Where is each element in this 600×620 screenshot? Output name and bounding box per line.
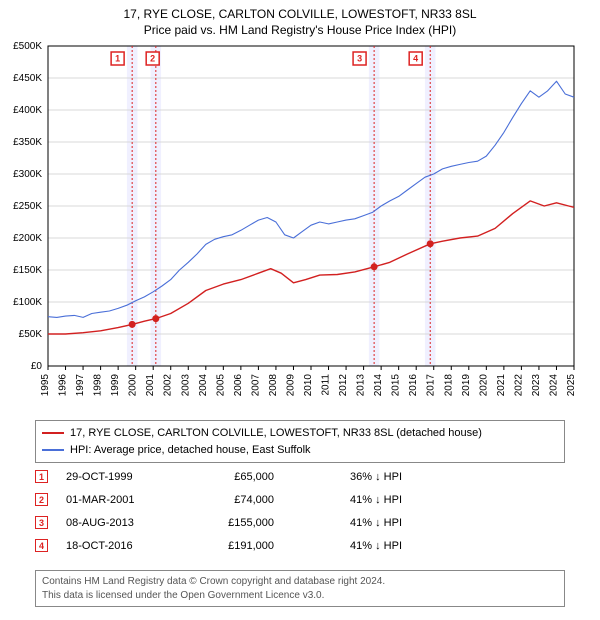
footer-line-2: This data is licensed under the Open Gov… [42, 589, 558, 603]
x-tick-label: 1997 [75, 374, 86, 397]
x-tick-label: 2006 [233, 374, 244, 397]
x-tick-label: 2008 [268, 374, 279, 397]
marker-number: 4 [413, 54, 418, 64]
x-tick-label: 1998 [93, 374, 104, 397]
x-tick-label: 2024 [548, 374, 559, 397]
sales-pct: 41% ↓ HPI [292, 540, 402, 552]
sales-table: 1 29-OCT-1999 £65,000 36% ↓ HPI 2 01-MAR-2001… [35, 465, 565, 557]
sale-marker-dot [129, 321, 136, 328]
x-tick-label: 2015 [391, 374, 402, 397]
y-tick-label: £300K [13, 169, 42, 180]
sales-date: 01-MAR-2001 [66, 494, 176, 506]
sales-price: £155,000 [194, 517, 274, 529]
legend-swatch [42, 449, 64, 451]
marker-number: 3 [357, 54, 362, 64]
chart-title: 17, RYE CLOSE, CARLTON COLVILLE, LOWESTO… [0, 0, 600, 38]
legend-label: 17, RYE CLOSE, CARLTON COLVILLE, LOWESTO… [70, 425, 482, 442]
sales-row: 1 29-OCT-1999 £65,000 36% ↓ HPI [35, 465, 565, 488]
marker-number: 1 [115, 54, 120, 64]
x-tick-label: 2003 [180, 374, 191, 397]
chart-svg: £0 £50K £100K £150K £200K £250K £300K £350K £400… [0, 42, 600, 412]
y-tick-label: £400K [13, 105, 42, 116]
x-tick-label: 1995 [40, 374, 51, 397]
sales-price: £74,000 [194, 494, 274, 506]
x-tick-label: 2002 [163, 374, 174, 397]
sales-row: 3 08-AUG-2013 £155,000 41% ↓ HPI [35, 511, 565, 534]
legend-box: 17, RYE CLOSE, CARLTON COLVILLE, LOWESTO… [35, 420, 565, 463]
sales-marker-number: 1 [35, 470, 48, 483]
x-tick-label: 2025 [566, 374, 577, 397]
x-tick-label: 2018 [443, 374, 454, 397]
footer-box: Contains HM Land Registry data © Crown c… [35, 570, 565, 607]
sales-date: 29-OCT-1999 [66, 471, 176, 483]
y-tick-label: £350K [13, 137, 42, 148]
x-tick-label: 2005 [215, 374, 226, 397]
x-tick-label: 2012 [338, 374, 349, 397]
sales-row: 2 01-MAR-2001 £74,000 41% ↓ HPI [35, 488, 565, 511]
sales-row: 4 18-OCT-2016 £191,000 41% ↓ HPI [35, 534, 565, 557]
sales-marker-number: 4 [35, 539, 48, 552]
sales-date: 18-OCT-2016 [66, 540, 176, 552]
sale-marker-dot [371, 263, 378, 270]
title-line-2: Price paid vs. HM Land Registry's House … [0, 22, 600, 38]
sale-marker-dot [427, 240, 434, 247]
sales-price: £65,000 [194, 471, 274, 483]
x-tick-label: 2014 [373, 374, 384, 397]
x-tick-label: 2022 [513, 374, 524, 397]
x-tick-label: 2017 [426, 374, 437, 397]
x-tick-label: 1999 [110, 374, 121, 397]
x-tick-label: 1996 [58, 374, 69, 397]
x-tick-label: 2020 [478, 374, 489, 397]
x-tick-label: 2013 [356, 374, 367, 397]
y-tick-label: £150K [13, 265, 42, 276]
y-tick-label: £0 [31, 361, 43, 372]
sales-pct: 41% ↓ HPI [292, 517, 402, 529]
y-tick-label: £500K [13, 42, 42, 52]
sales-marker-number: 3 [35, 516, 48, 529]
sales-price: £191,000 [194, 540, 274, 552]
x-tick-label: 2001 [145, 374, 156, 397]
x-tick-label: 2010 [303, 374, 314, 397]
x-tick-label: 2007 [250, 374, 261, 397]
x-tick-label: 2019 [461, 374, 472, 397]
x-tick-label: 2009 [285, 374, 296, 397]
y-tick-label: £200K [13, 233, 42, 244]
sales-date: 08-AUG-2013 [66, 517, 176, 529]
sales-pct: 41% ↓ HPI [292, 494, 402, 506]
y-tick-label: £100K [13, 297, 42, 308]
footer-line-1: Contains HM Land Registry data © Crown c… [42, 575, 558, 589]
sales-pct: 36% ↓ HPI [292, 471, 402, 483]
x-tick-label: 2004 [198, 374, 209, 397]
chart-area: £0 £50K £100K £150K £200K £250K £300K £350K £400… [0, 42, 600, 412]
sales-marker-number: 2 [35, 493, 48, 506]
sale-marker-dot [152, 315, 159, 322]
x-tick-label: 2016 [408, 374, 419, 397]
legend-row: HPI: Average price, detached house, East… [42, 442, 558, 459]
x-tick-label: 2011 [321, 374, 332, 396]
legend-swatch [42, 432, 64, 434]
marker-number: 2 [150, 54, 155, 64]
y-tick-label: £50K [19, 329, 43, 340]
x-tick-label: 2023 [531, 374, 542, 397]
title-line-1: 17, RYE CLOSE, CARLTON COLVILLE, LOWESTO… [0, 6, 600, 22]
x-tick-label: 2021 [496, 374, 507, 397]
legend-label: HPI: Average price, detached house, East… [70, 442, 311, 459]
y-tick-label: £450K [13, 73, 42, 84]
x-tick-label: 2000 [128, 374, 139, 397]
y-tick-label: £250K [13, 201, 42, 212]
legend-row: 17, RYE CLOSE, CARLTON COLVILLE, LOWESTO… [42, 425, 558, 442]
